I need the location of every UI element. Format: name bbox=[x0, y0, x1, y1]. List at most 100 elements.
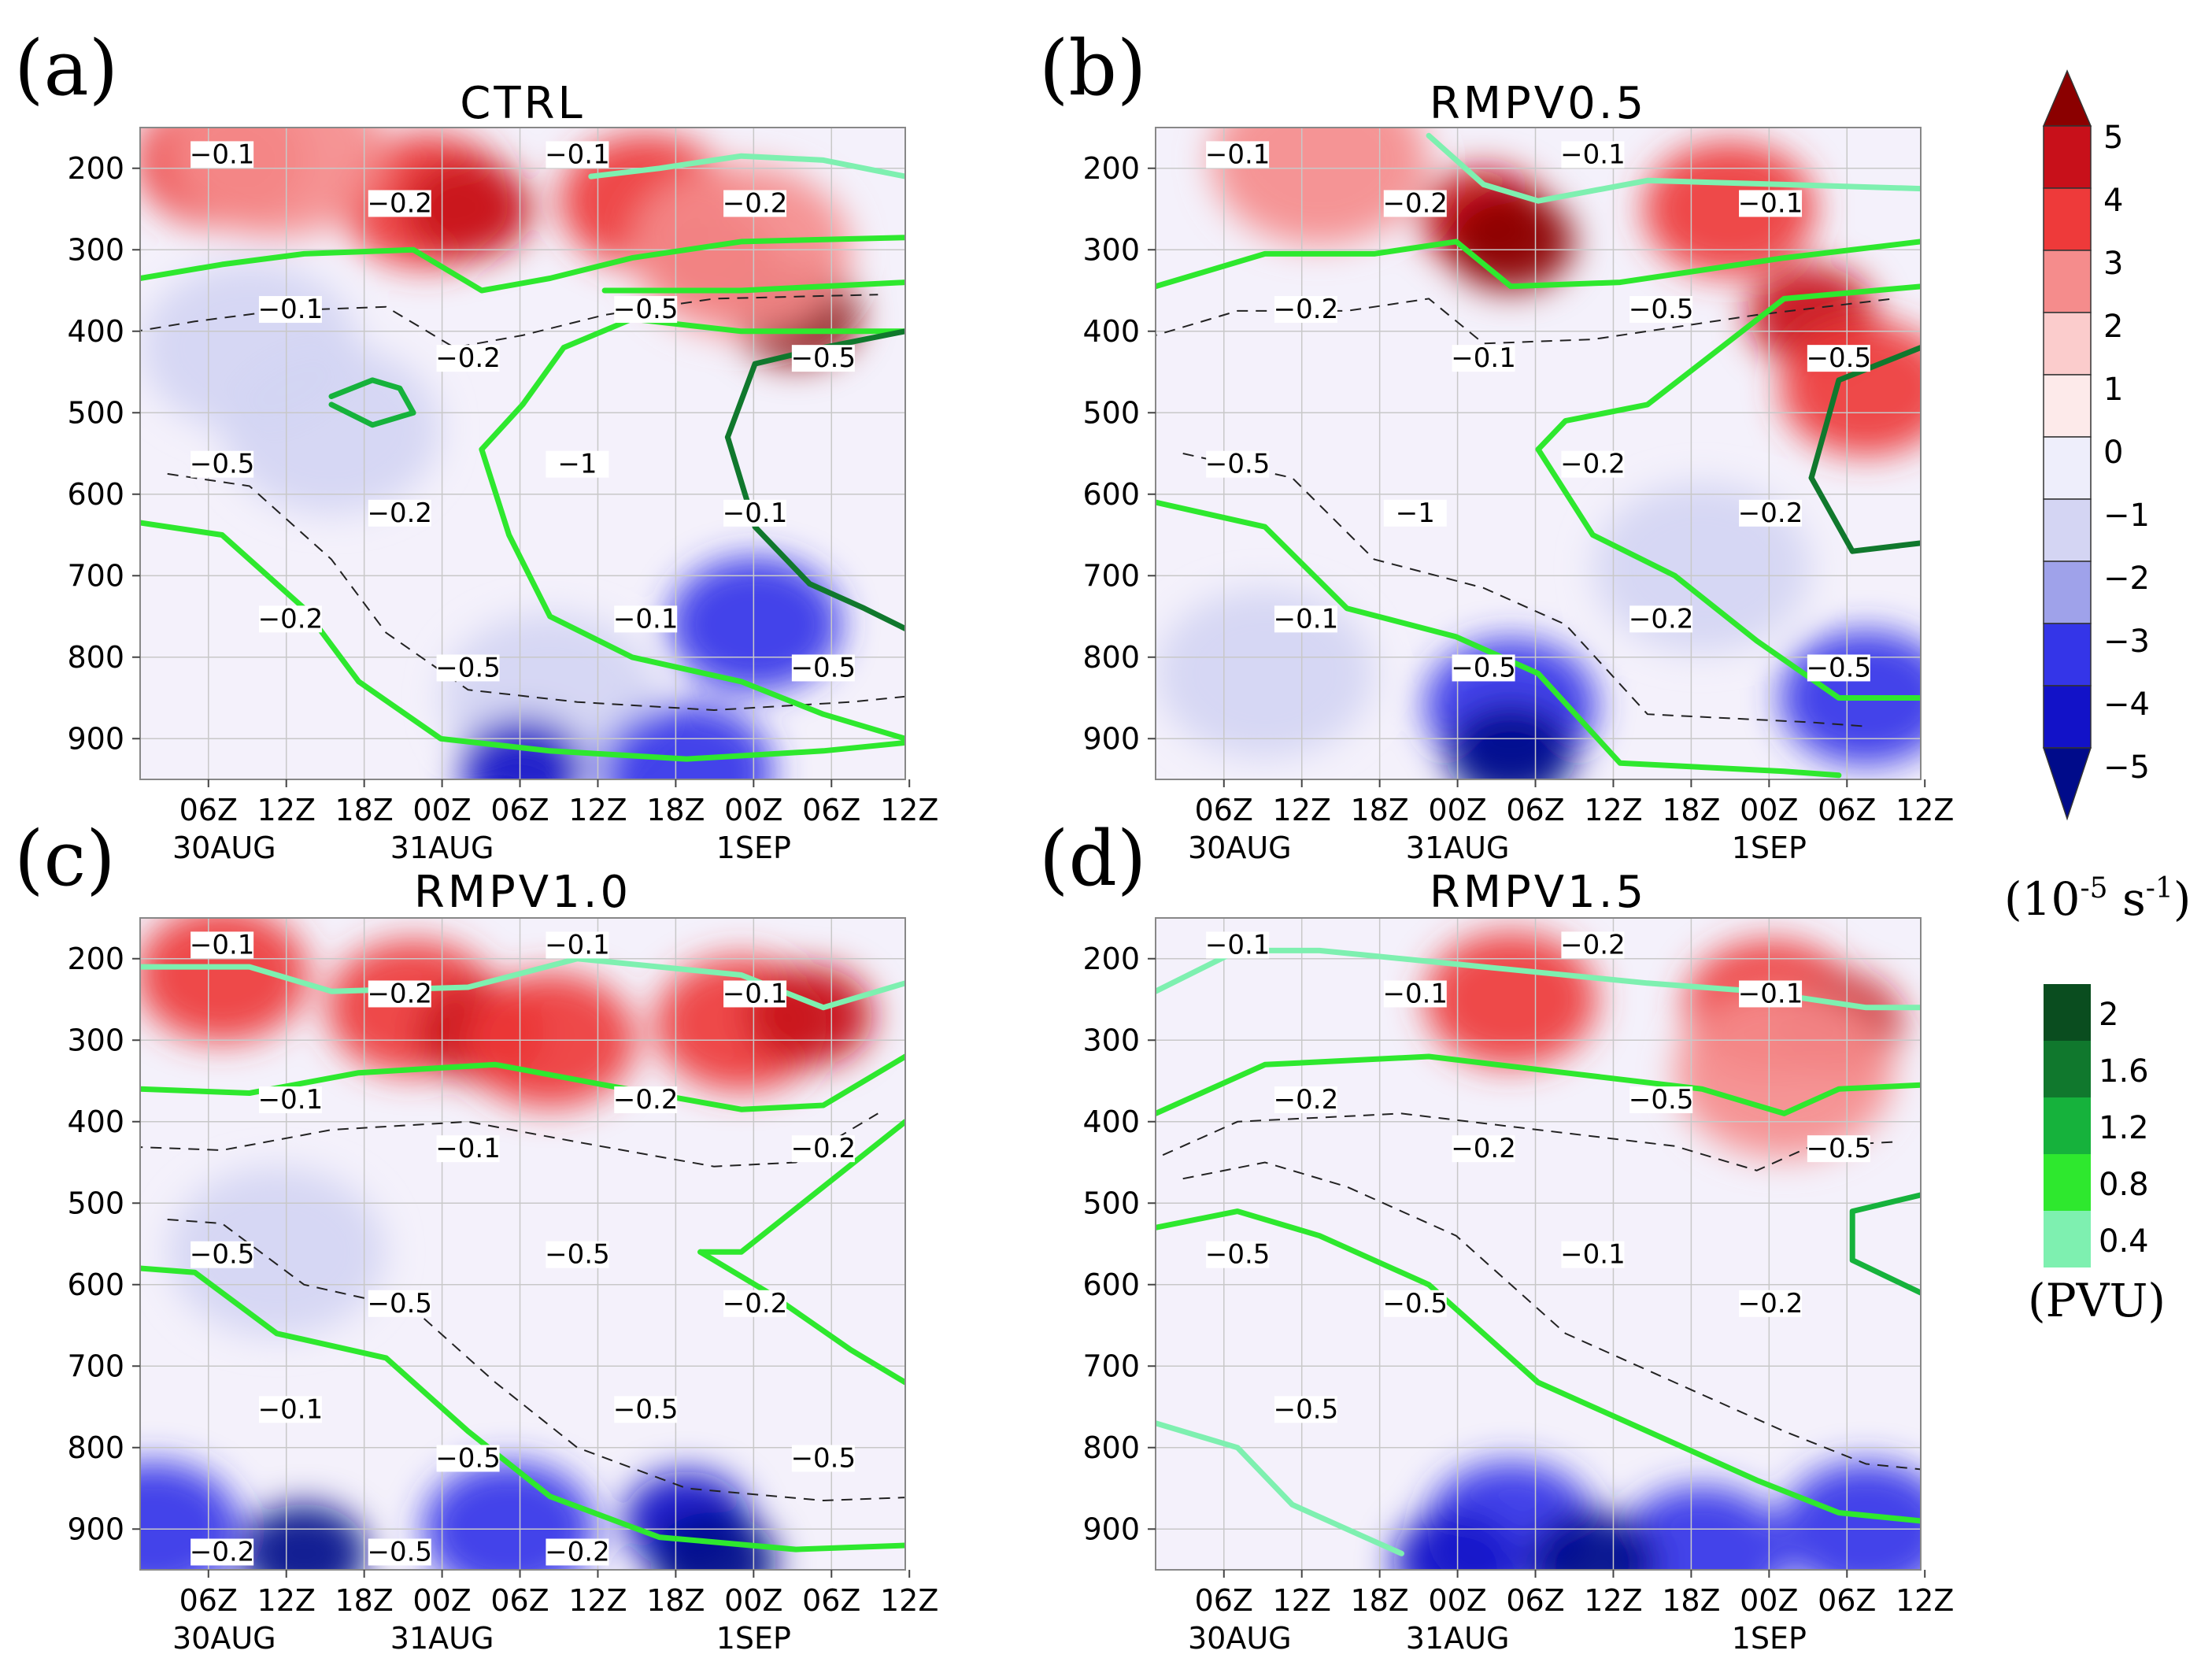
date-label: 1SEP bbox=[716, 831, 791, 865]
pv-lines bbox=[140, 153, 905, 762]
y-tick-label: 900 bbox=[67, 721, 124, 756]
colorbar-box bbox=[2044, 1097, 2091, 1154]
pv-line bbox=[724, 328, 905, 440]
contour-label: −0.5 bbox=[1205, 1239, 1271, 1271]
contour-label-text: −0.2 bbox=[791, 1133, 856, 1164]
contour-label: −0.1 bbox=[258, 1393, 324, 1425]
y-tick-label: 800 bbox=[67, 640, 124, 675]
x-tick-label: 18Z bbox=[335, 793, 393, 827]
colorbar-level-label: 1 bbox=[2103, 372, 2123, 408]
contour-label-text: −0.5 bbox=[791, 652, 856, 683]
date-label: 31AUG bbox=[1406, 1621, 1510, 1656]
colorbar-bottom-arrow bbox=[2042, 747, 2092, 821]
contour-label-bg bbox=[546, 450, 609, 478]
dashed-contour bbox=[1156, 298, 1894, 345]
colorbar-level-label: 5 bbox=[2103, 120, 2123, 156]
contour-label: −0.5 bbox=[368, 1536, 433, 1567]
contour-label-text: −0.5 bbox=[435, 1442, 501, 1474]
colorbar-level-label: −3 bbox=[2103, 624, 2150, 660]
pv-line bbox=[140, 235, 905, 294]
contour-label: −0.1 bbox=[258, 294, 324, 325]
divergence-blob bbox=[1156, 588, 1374, 759]
contour-label: −0.1 bbox=[1560, 139, 1626, 170]
y-tick-label: 900 bbox=[1082, 721, 1140, 756]
contour-label-text: −0.5 bbox=[190, 449, 255, 480]
colorbar-unit: (10-5 s-1) bbox=[2004, 872, 2191, 926]
panel-title: RMPV1.0 bbox=[414, 867, 631, 918]
panel-c: (c) RMPV1.0 −0.1 −0.2 −0.1 −0.1 −0.1 −0.1 −0.2… bbox=[14, 815, 938, 1656]
contour-label-text: −0.2 bbox=[545, 1536, 610, 1567]
contour-label-bg bbox=[368, 1290, 431, 1317]
pv-line bbox=[697, 1249, 905, 1386]
contour-label-bg bbox=[546, 1241, 609, 1268]
colorbar-box bbox=[2043, 685, 2092, 749]
contour-label: −0.1 bbox=[1383, 979, 1448, 1010]
colorbar-box bbox=[2044, 984, 2091, 1041]
contour-label-bg bbox=[1807, 345, 1870, 372]
date-label: 30AUG bbox=[172, 1621, 276, 1656]
divergence-blob bbox=[1393, 1512, 1520, 1570]
pv-line bbox=[1535, 446, 1921, 701]
contour-label: −0.5 bbox=[1274, 1393, 1339, 1425]
contour-label: −0.2 bbox=[1738, 1288, 1803, 1319]
contour-label-text: −0.5 bbox=[1205, 449, 1271, 480]
gridlines bbox=[1156, 918, 1921, 1570]
contour-label-text: −0.1 bbox=[1560, 1239, 1626, 1271]
colorbar-boxes bbox=[2044, 984, 2091, 1267]
x-tick-label: 18Z bbox=[1350, 793, 1408, 827]
contour-label-text: −0.1 bbox=[1560, 139, 1626, 170]
pv-line bbox=[588, 153, 905, 179]
contour-label-text: −0.1 bbox=[1738, 188, 1803, 220]
contour-label-text: −0.1 bbox=[258, 1084, 324, 1116]
contour-label-text: −0.5 bbox=[1451, 652, 1516, 683]
y-tick-label: 900 bbox=[67, 1512, 124, 1546]
contour-label-bg bbox=[1383, 980, 1447, 1008]
contour-label-bg bbox=[1561, 450, 1625, 478]
contour-label: −0.1 bbox=[723, 979, 788, 1010]
pv-line bbox=[1849, 1192, 1921, 1296]
y-tick-label: 500 bbox=[1082, 1186, 1140, 1220]
panel-label: (c) bbox=[14, 815, 116, 903]
colorbar-box bbox=[2043, 374, 2092, 438]
pv-line bbox=[328, 377, 416, 428]
contour-label-text: −0.2 bbox=[723, 188, 788, 220]
y-tick-label: 800 bbox=[1082, 640, 1140, 675]
colorbar-box bbox=[2044, 1041, 2091, 1097]
contour-label-bg bbox=[1452, 345, 1515, 372]
contour-label-bg bbox=[190, 450, 254, 478]
divergence-blob bbox=[240, 1504, 368, 1570]
contour-label: −0.2 bbox=[1383, 188, 1448, 220]
y-tick-label: 500 bbox=[1082, 395, 1140, 430]
y-tick-label: 600 bbox=[67, 477, 124, 512]
contour-label: −0.5 bbox=[1807, 652, 1872, 683]
colorbar-level-label: −1 bbox=[2103, 498, 2150, 534]
colorbar-box bbox=[2043, 250, 2092, 313]
contour-label: −0.2 bbox=[368, 979, 433, 1010]
contour-label-bg bbox=[190, 1241, 254, 1268]
x-tick-label: 00Z bbox=[1740, 1583, 1798, 1618]
panel-title: CTRL bbox=[460, 78, 585, 129]
contour-label-bg bbox=[1206, 931, 1270, 959]
contour-label-text: −0.5 bbox=[791, 1442, 856, 1474]
contour-label-text: −0.1 bbox=[545, 929, 610, 960]
contour-label: −0.1 bbox=[258, 1084, 324, 1116]
pv-line bbox=[1156, 1208, 1921, 1524]
x-tick-label: 12Z bbox=[1584, 793, 1642, 827]
contour-label-text: −0.5 bbox=[1629, 1084, 1694, 1116]
pv-line bbox=[1156, 1053, 1921, 1116]
pv-line bbox=[479, 446, 905, 742]
x-ticks: 06Z 12Z 18Z 00Z 06Z 12Z 18Z 00Z 06Z 12Z 30AUG 31AUG… bbox=[1188, 779, 1954, 865]
contour-label-text: −0.1 bbox=[723, 979, 788, 1010]
contour-label: −0.2 bbox=[1274, 294, 1339, 325]
colorbar-level-label: 2 bbox=[2103, 309, 2123, 345]
contour-label-text: −0.1 bbox=[1205, 139, 1271, 170]
pv-line bbox=[724, 434, 905, 631]
contour-labels: −0.1 −0.2 −0.1 −0.2 −0.1 −0.2 −0.5 −0.5 −0.5 −0.2… bbox=[190, 139, 856, 683]
contour-label: −1 bbox=[546, 449, 609, 480]
contour-labels: −0.1 −0.1 −0.2 −0.1 −0.2 −0.2 −0.5 −0.5 −0.5 −0.5… bbox=[1205, 929, 1871, 1425]
colorbar-level-label: 3 bbox=[2103, 246, 2123, 282]
y-tick-label: 900 bbox=[1082, 1512, 1140, 1546]
contour-label-text: −0.2 bbox=[1274, 1084, 1339, 1116]
contour-label: −0.1 bbox=[1205, 139, 1271, 170]
y-tick-label: 300 bbox=[1082, 1023, 1140, 1057]
